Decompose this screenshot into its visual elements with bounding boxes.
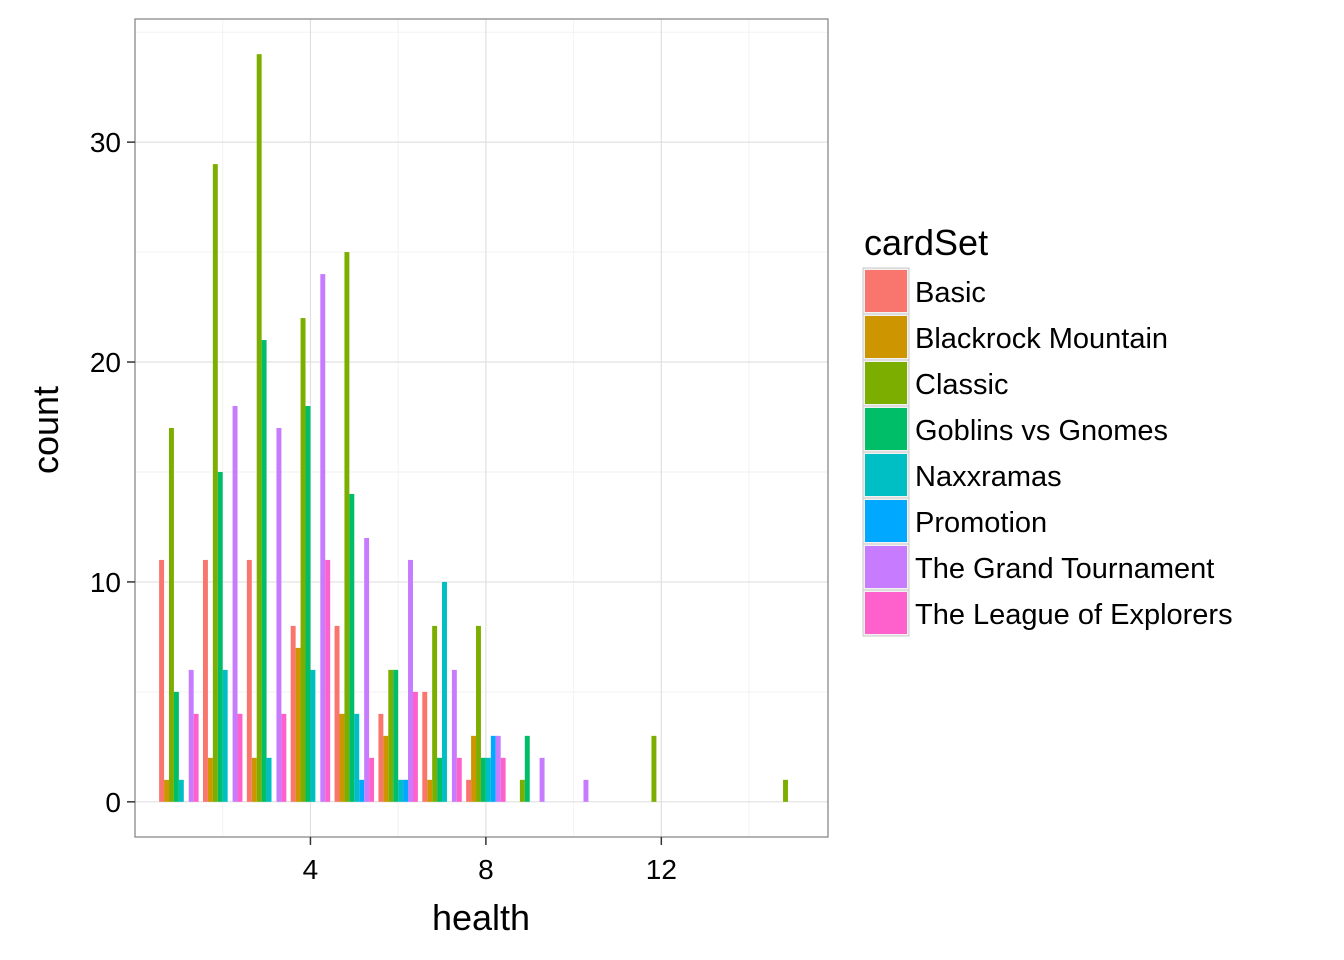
bar [485,757,491,802]
bar [442,581,447,802]
legend-label: Naxxramas [915,461,1062,493]
bar [427,779,433,802]
y-tick-label: 30 [90,127,121,158]
bar [320,274,326,802]
legend: cardSet Basic Blackrock Mountain Classic Go… [862,222,1233,637]
bar [281,713,287,802]
legend-label: Classic [915,369,1008,401]
bar [422,691,428,802]
bar [369,757,375,802]
bar [583,779,589,802]
bar [354,713,360,802]
bar [164,779,169,802]
bar [310,669,316,802]
bar [246,559,252,802]
bar [456,757,462,802]
bar [334,625,340,802]
bar [408,559,413,802]
x-axis: 4 8 12 [303,837,677,885]
plot-border [134,18,829,838]
legend-label: The Grand Tournament [915,553,1214,585]
bar [300,318,306,802]
x-tick-label: 8 [478,854,494,885]
y-axis-title: count [25,386,66,474]
bar [383,735,389,802]
bar [393,669,399,802]
bar [388,669,394,802]
legend-swatch [865,500,907,542]
bar [412,691,418,802]
bar [437,757,443,802]
legend-items: Basic Blackrock Mountain Classic Goblins vs… [862,267,1233,637]
bar [539,757,545,802]
legend-title: cardSet [864,222,988,263]
bar [290,625,296,802]
bar [193,713,199,802]
bar [466,779,472,802]
legend-swatch [865,408,907,450]
x-axis-title: health [432,897,530,938]
bar [403,779,409,802]
y-tick-label: 10 [90,567,121,598]
bar [378,713,384,802]
x-tick-label: 12 [646,854,677,885]
bar [651,735,657,802]
y-axis: 0 10 20 30 [90,127,135,818]
bar [188,669,194,802]
bar [359,779,365,802]
bar [519,779,525,802]
legend-label: Blackrock Mountain [915,323,1168,355]
bar [476,625,481,802]
bar [480,757,486,802]
bar [159,559,165,802]
y-tick-label: 0 [105,787,121,818]
bar [266,757,272,802]
bar [237,713,243,802]
bar [524,735,530,802]
bar [451,669,457,802]
bar [495,735,501,802]
bar [349,493,355,802]
bar [432,625,438,802]
y-tick-label: 20 [90,347,121,378]
bar [222,669,228,802]
legend-swatch [865,546,907,588]
bar [398,779,404,802]
bar [305,406,311,802]
legend-swatch [865,454,907,496]
bar [256,54,262,802]
bar [217,471,223,802]
legend-swatch [865,270,907,312]
bar [295,647,301,802]
bar [471,735,477,802]
bar [207,757,213,802]
bar [364,537,370,802]
bar [178,779,184,802]
x-tick-label: 4 [303,854,319,885]
bar [344,252,350,802]
legend-swatch [865,362,907,404]
bar [261,340,267,802]
bar [168,428,174,802]
bars [159,54,788,802]
bar [339,713,345,802]
bar [325,559,331,802]
legend-swatch [865,592,907,634]
bar [783,779,788,802]
legend-label: Promotion [915,507,1047,539]
legend-label: Goblins vs Gnomes [915,415,1168,447]
legend-label: The League of Explorers [915,599,1233,631]
bar [202,559,208,802]
bar [212,164,218,802]
legend-label: Basic [915,277,986,309]
bar [500,757,506,802]
bar [276,428,282,802]
bar [251,757,257,802]
bar [173,691,179,802]
bar [232,406,238,802]
bar [490,735,496,802]
legend-swatch [865,316,907,358]
